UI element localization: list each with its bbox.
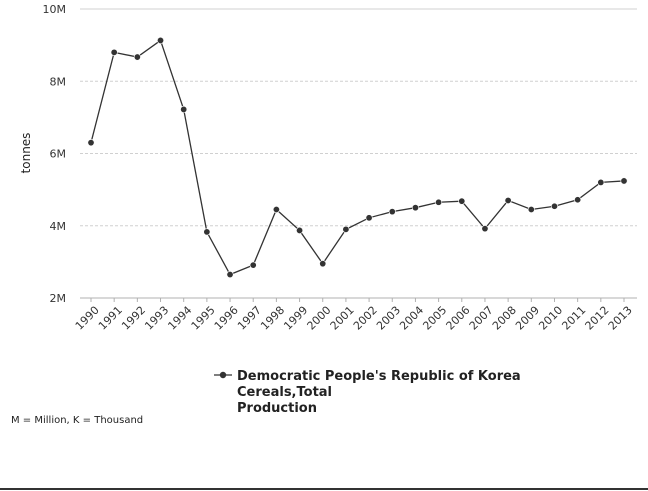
x-tick-label: 1990 [73,304,102,333]
x-tick-label: 1992 [119,304,148,333]
data-point [550,202,558,210]
data-point [620,177,628,185]
x-tick-label: 1995 [189,304,218,333]
x-tick-label: 2004 [397,304,426,333]
x-tick-label: 1998 [258,304,287,333]
data-point [203,228,211,236]
data-point [157,36,165,44]
x-tick-label: 1999 [281,304,310,333]
x-tick-label: 2013 [606,304,635,333]
x-tick-label: 1994 [165,304,194,333]
x-tick-label: 1991 [96,304,125,333]
y-tick-label: 4M [50,220,67,233]
data-point [435,198,443,206]
data-point [296,226,304,234]
legend-label-line-3: Production [237,401,317,416]
x-axis-ticks: 1990199119921993199419951996199719981999… [73,298,635,333]
bottom-divider [0,488,648,490]
series-line [90,39,625,276]
data-point [133,53,141,61]
legend[interactable]: Democratic People's Republic of Korea Ce… [214,369,521,416]
data-point [504,196,512,204]
data-point [342,225,350,233]
data-point [481,225,489,233]
data-point [365,214,373,222]
x-tick-label: 2007 [467,304,496,333]
x-tick-label: 2002 [351,304,380,333]
data-point [388,208,396,216]
data-point [411,204,419,212]
x-tick-label: 2005 [420,304,449,333]
data-point [272,205,280,213]
data-point [574,196,582,204]
x-tick-label: 2008 [490,304,519,333]
legend-label-line-1: Democratic People's Republic of Korea [237,369,521,384]
x-tick-label: 1993 [142,304,171,333]
y-tick-label: 2M [50,292,67,305]
x-tick-label: 2010 [536,304,565,333]
footnote: M = Million, K = Thousand [11,415,143,426]
legend-dot-marker [219,371,227,379]
x-tick-label: 2003 [374,304,403,333]
y-axis-ticks: 2M 4M 6M 8M 10M [43,3,67,305]
data-point [527,205,535,213]
data-point [597,178,605,186]
data-point [226,271,234,279]
series-layer [87,36,628,279]
x-tick-label: 2011 [559,304,588,333]
grid-lines [80,8,637,227]
x-tick-label: 1997 [235,304,264,333]
y-tick-label: 10M [43,3,67,16]
data-point [249,261,257,269]
x-tick-label: 2000 [305,304,334,333]
x-tick-label: 1996 [212,304,241,333]
y-tick-label: 8M [50,75,67,88]
x-tick-label: 2001 [328,304,357,333]
data-point [180,105,188,113]
data-point [319,260,327,268]
x-tick-label: 2012 [583,304,612,333]
y-axis-title: tonnes [19,133,33,174]
data-point [458,197,466,205]
data-point [110,48,118,56]
x-tick-label: 2009 [513,304,542,333]
y-tick-label: 6M [50,148,67,161]
x-tick-label: 2006 [444,304,473,333]
legend-label-line-2: Cereals,Total [237,385,332,400]
data-point [87,139,95,147]
